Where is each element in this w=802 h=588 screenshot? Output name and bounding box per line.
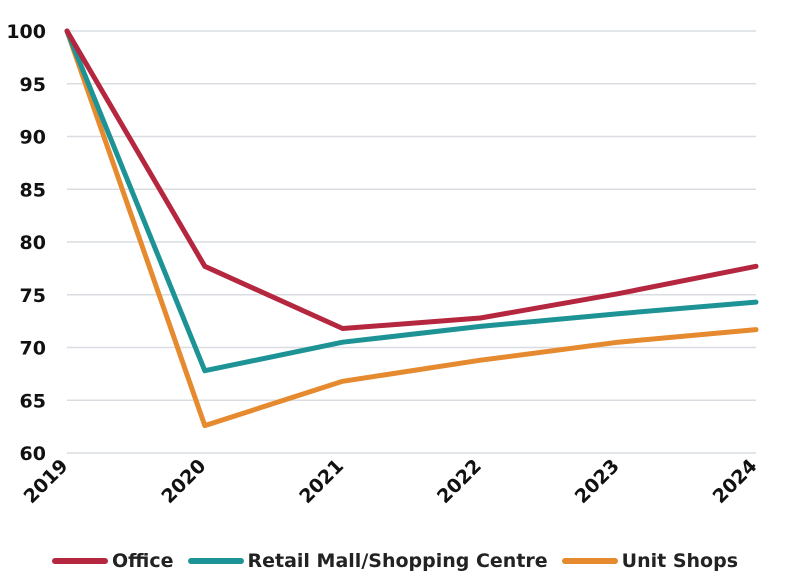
series-lines: [64, 28, 759, 429]
legend: Office Retail Mall/Shopping Centre Unit …: [0, 544, 802, 578]
y-tick-label: 100: [6, 21, 46, 43]
legend-item-retail-mall: Retail Mall/Shopping Centre: [187, 550, 548, 572]
legend-item-unit-shops: Unit Shops: [561, 550, 739, 572]
y-tick-label: 65: [20, 390, 46, 412]
series-line-retail-mall-shopping-centre: [64, 28, 759, 374]
y-tick-label: 75: [20, 285, 46, 307]
x-tick-label: 2022: [433, 455, 486, 508]
y-tick-label: 90: [20, 127, 46, 149]
series-line-unit-shops: [64, 28, 759, 429]
x-tick-label: 2023: [571, 455, 624, 508]
legend-label-unit-shops: Unit Shops: [621, 550, 739, 572]
y-tick-label: 60: [20, 443, 46, 465]
y-tick-label: 80: [20, 232, 46, 254]
y-tick-label: 70: [20, 338, 46, 360]
legend-label-office: Office: [112, 550, 174, 572]
y-tick-label: 95: [20, 74, 46, 96]
y-axis: 100 95 90 85 80 75 70 65 60: [6, 21, 46, 465]
x-tick-label: 2020: [157, 455, 210, 508]
legend-swatch-office: [52, 558, 108, 564]
y-tick-label: 85: [20, 179, 46, 201]
legend-swatch-unit-shops: [561, 558, 618, 564]
gridlines: [67, 30, 756, 454]
x-axis: 2019 2020 2021 2022 2023 2024: [20, 455, 762, 508]
x-tick-label: 2024: [709, 455, 762, 508]
series-line-office: [64, 28, 759, 331]
legend-label-retail-mall: Retail Mall/Shopping Centre: [247, 550, 548, 572]
legend-swatch-retail-mall: [187, 558, 244, 564]
legend-item-office: Office: [52, 550, 174, 572]
x-tick-label: 2021: [295, 455, 348, 508]
